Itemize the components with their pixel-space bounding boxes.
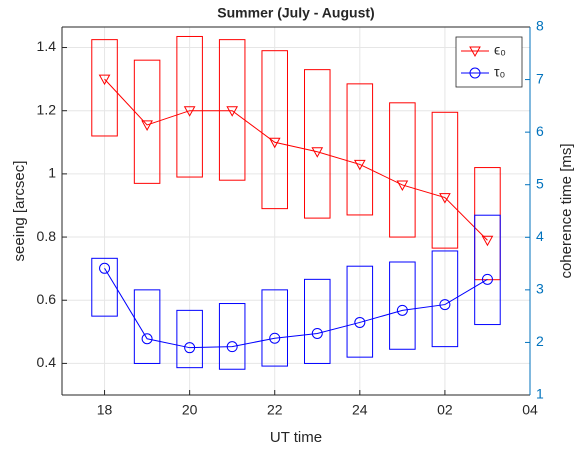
point [226, 106, 239, 117]
box [261, 50, 288, 210]
point [396, 304, 408, 316]
box [474, 214, 501, 326]
x-tick-label: 18 [97, 402, 113, 418]
y2-tick-label: 4 [536, 228, 544, 244]
y-tick-label: 1.2 [37, 101, 57, 117]
y2-axis-label: coherence time [ms] [558, 143, 575, 278]
point [184, 342, 196, 354]
box [304, 69, 331, 219]
box [218, 303, 246, 370]
y2-tick-label: 2 [536, 333, 544, 349]
point [269, 332, 281, 344]
box [346, 265, 374, 358]
x-tick-label: 22 [267, 402, 283, 418]
y2-tick-label: 6 [536, 123, 544, 139]
box [133, 59, 161, 184]
box [431, 250, 459, 348]
y-tick-label: 0.8 [37, 228, 57, 244]
box [133, 289, 161, 364]
y2-tick-label: 5 [536, 175, 544, 191]
box [389, 261, 416, 350]
box [176, 309, 203, 369]
legend-label: ϵ₀ [494, 42, 506, 58]
point [353, 159, 366, 171]
y-axis-label: seeing [arcsec] [11, 161, 28, 262]
box [304, 278, 331, 364]
box [91, 39, 118, 137]
point [141, 333, 153, 345]
point [481, 273, 493, 285]
y2-tick-label: 3 [536, 281, 544, 297]
point [141, 120, 153, 131]
point [183, 106, 196, 117]
x-tick-label: 02 [437, 402, 453, 418]
x-axis-label: UT time [270, 429, 322, 446]
point [226, 341, 238, 353]
y-tick-label: 0.6 [37, 291, 57, 307]
y2-tick-label: 7 [536, 70, 544, 86]
legend-box [455, 36, 523, 88]
series-line [104, 268, 488, 349]
x-tick-label: 20 [182, 402, 198, 418]
box [431, 111, 459, 249]
point [439, 299, 451, 311]
box [91, 257, 118, 317]
box [218, 39, 246, 181]
y2-tick-label: 1 [536, 386, 544, 402]
y-tick-label: 1 [48, 165, 56, 181]
box [261, 289, 288, 367]
point [354, 316, 366, 328]
point [311, 327, 323, 339]
x-tick-label: 24 [352, 402, 368, 418]
chart-title: Summer (July - August) [217, 5, 374, 21]
legend-label: τ₀ [494, 64, 506, 80]
point [268, 137, 281, 149]
box [176, 35, 203, 178]
box [346, 83, 374, 216]
box [389, 102, 416, 238]
y2-tick-label: 8 [536, 18, 544, 34]
point [98, 74, 111, 86]
series-line [104, 78, 488, 241]
point [439, 193, 451, 204]
point [311, 147, 324, 158]
y-tick-label: 1.4 [37, 38, 57, 54]
y-tick-label: 0.4 [37, 354, 57, 370]
point [396, 180, 409, 191]
point [99, 262, 111, 274]
point [481, 235, 494, 247]
x-tick-label: 04 [522, 402, 538, 418]
legend-marker [469, 67, 481, 79]
legend-marker [469, 46, 481, 58]
